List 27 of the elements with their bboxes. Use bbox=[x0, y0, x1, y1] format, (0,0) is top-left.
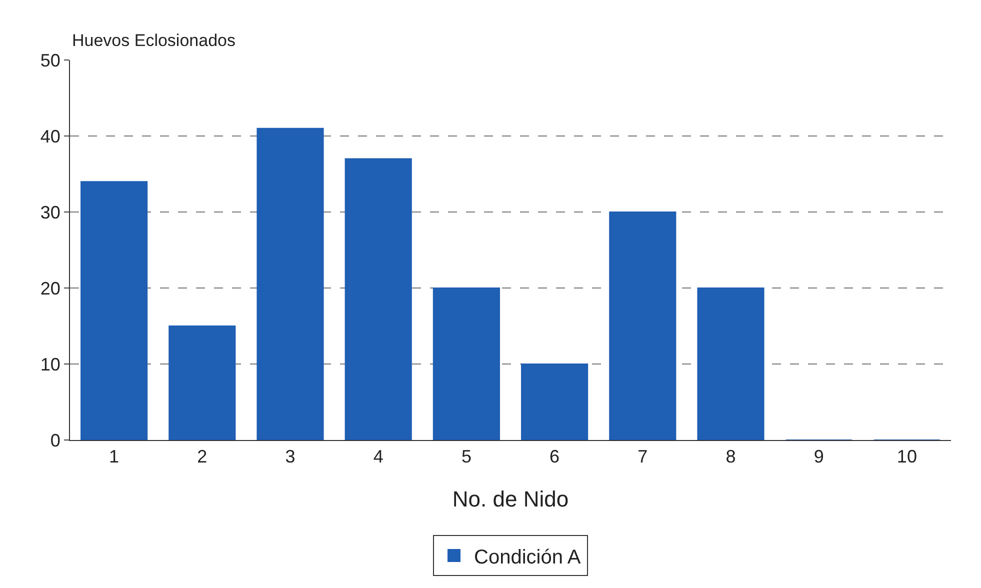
bar bbox=[256, 128, 324, 440]
x-tick-label: 5 bbox=[461, 446, 472, 467]
x-tick-label: 1 bbox=[109, 446, 120, 467]
y-tick-label: 40 bbox=[40, 126, 60, 146]
bar bbox=[432, 288, 500, 440]
x-tick-label: 3 bbox=[285, 446, 296, 467]
y-tick-label: 30 bbox=[40, 202, 60, 222]
bar bbox=[521, 364, 588, 440]
x-tick-label: 10 bbox=[896, 446, 917, 467]
x-tick-label: 8 bbox=[726, 446, 736, 467]
bar bbox=[697, 288, 764, 440]
bar bbox=[609, 212, 676, 440]
y-axis-title: Huevos Eclosionados bbox=[72, 31, 236, 50]
x-tick-label: 6 bbox=[550, 446, 560, 467]
bar bbox=[168, 326, 236, 440]
y-tick-label: 0 bbox=[50, 430, 60, 450]
x-tick-label: 7 bbox=[638, 446, 648, 467]
bar bbox=[80, 181, 148, 440]
x-axis-title: No. de Nido bbox=[452, 486, 569, 512]
y-tick-label: 10 bbox=[40, 354, 60, 374]
x-tick-label: 4 bbox=[373, 446, 384, 467]
x-tick-label: 9 bbox=[814, 446, 824, 467]
x-tick-label: 2 bbox=[197, 446, 208, 467]
legend-label: Condición A bbox=[474, 546, 582, 568]
y-tick-label: 50 bbox=[40, 50, 60, 70]
bar bbox=[344, 158, 412, 440]
y-tick-label: 20 bbox=[40, 278, 60, 298]
